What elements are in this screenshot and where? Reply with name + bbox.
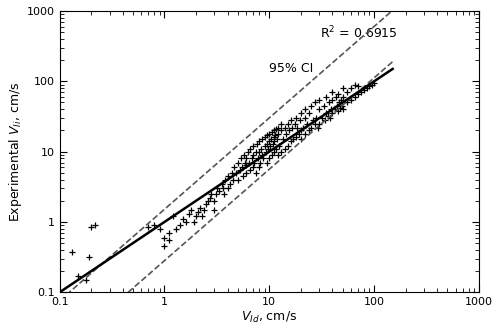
- Text: 95% CI: 95% CI: [270, 62, 314, 75]
- Y-axis label: Experimental $V_{Ii}$, cm/s: Experimental $V_{Ii}$, cm/s: [7, 81, 24, 222]
- X-axis label: $V_{Id}$, cm/s: $V_{Id}$, cm/s: [241, 310, 298, 325]
- Text: R$^2$ = 0.6915: R$^2$ = 0.6915: [320, 25, 398, 42]
